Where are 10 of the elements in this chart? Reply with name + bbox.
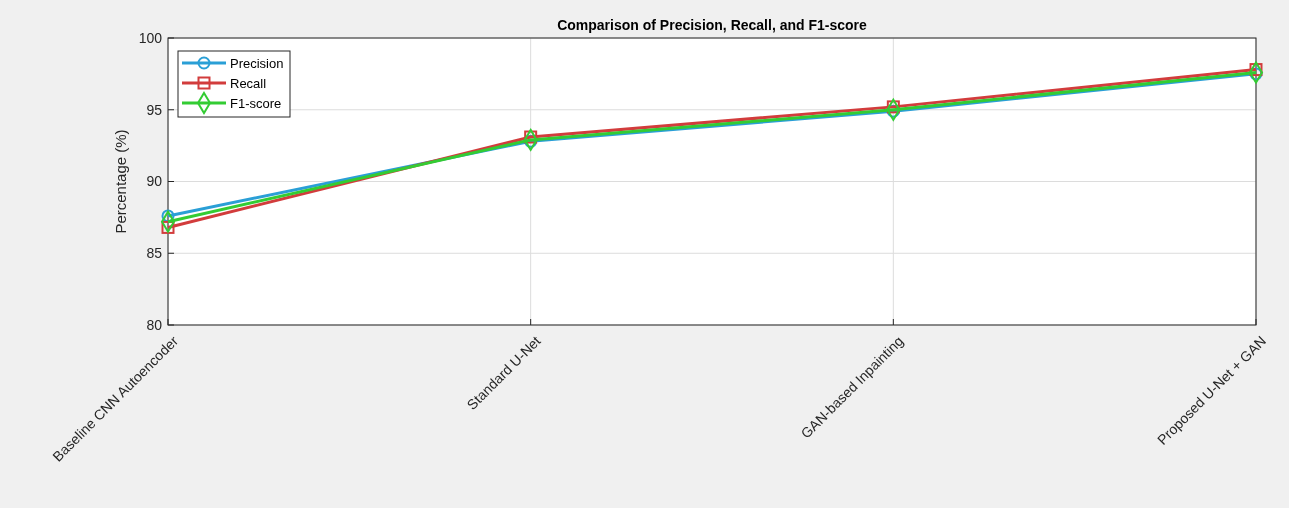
y-tick-label: 80 [146, 316, 163, 333]
y-axis-title: Percentage (%) [112, 129, 129, 234]
y-tick-label: 85 [146, 245, 163, 262]
legend-label: Precision [230, 55, 284, 71]
y-tick-label: 90 [146, 173, 163, 190]
legend-label: F1-score [230, 95, 282, 111]
chart-title: Comparison of Precision, Recall, and F1-score [557, 17, 868, 33]
legend-label: Recall [230, 75, 267, 91]
y-tick-label: 95 [146, 101, 163, 118]
y-tick-label: 100 [138, 29, 163, 46]
